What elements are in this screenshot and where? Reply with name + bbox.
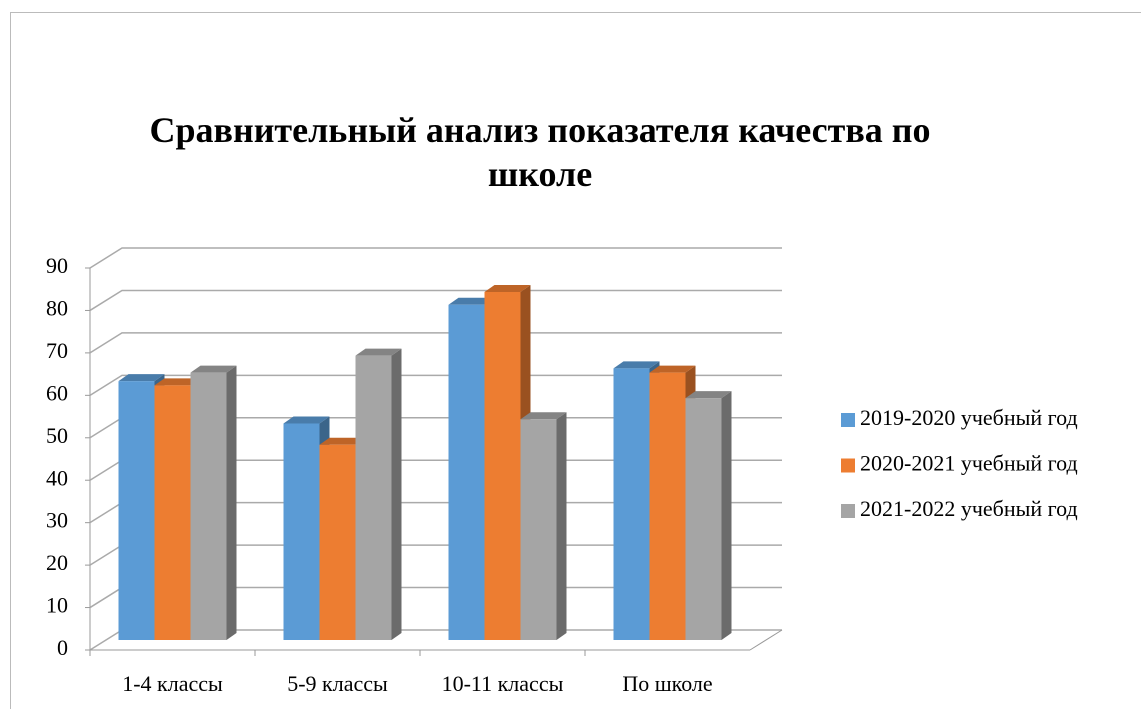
bar-top (190, 365, 237, 373)
bar-front (484, 291, 521, 640)
x-tick-label: 10-11 классы (442, 671, 564, 696)
floor-edge (749, 629, 783, 651)
y-tick-label: 90 (46, 253, 68, 278)
legend-swatch (841, 413, 855, 427)
bar-side (556, 412, 567, 640)
legend-label: 2021-2022 учебный год (860, 496, 1078, 521)
bar-top (649, 365, 696, 373)
bar-top (613, 361, 660, 369)
bar-top (154, 378, 201, 386)
bar (520, 412, 567, 640)
bar-front (613, 368, 650, 640)
legend-swatch (841, 458, 855, 473)
legend-swatch (841, 504, 855, 518)
y-tick-label: 30 (46, 508, 68, 533)
y-tick-label: 60 (46, 380, 68, 405)
bar-top (520, 412, 567, 420)
y-tick-label: 20 (46, 550, 68, 575)
bar (355, 348, 402, 640)
legend-label: 2019-2020 учебный год (860, 405, 1078, 430)
bar-top (484, 284, 531, 292)
chart-border (10, 12, 1141, 709)
legend-label: 2020-2021 учебный год (860, 451, 1078, 476)
bar (685, 391, 732, 640)
bar-front (154, 385, 191, 640)
bar-side (721, 391, 732, 640)
y-tick-label: 50 (46, 423, 68, 448)
bar-side (226, 365, 237, 640)
bar-front (520, 419, 557, 640)
bar-front (649, 372, 686, 640)
bar-top (448, 297, 495, 305)
bar-top (685, 391, 732, 399)
bar-front (118, 381, 155, 640)
bar-top (355, 348, 402, 356)
bar-top (118, 374, 165, 382)
grid-line (89, 289, 782, 312)
y-tick-label: 80 (46, 295, 68, 320)
bar-top (319, 437, 366, 445)
bar-front (685, 398, 722, 640)
bar-front (283, 423, 320, 640)
grid-line (89, 332, 782, 354)
y-tick-label: 0 (57, 635, 68, 660)
bar-front (448, 304, 485, 640)
bar (190, 365, 237, 640)
bar-front (190, 372, 227, 640)
chart-title: Сравнительный анализ показателя качества… (149, 110, 931, 194)
bar-front (319, 444, 356, 640)
grid-line (89, 374, 782, 396)
bar-top (283, 416, 330, 424)
y-tick-label: 70 (46, 338, 68, 363)
bar-front (355, 355, 392, 640)
x-tick-label: По школе (622, 671, 712, 696)
x-tick-label: 1-4 классы (122, 671, 223, 696)
y-tick-label: 40 (46, 465, 68, 490)
grid-line (89, 247, 782, 269)
bar-side (391, 348, 402, 640)
x-tick-label: 5-9 классы (287, 671, 388, 696)
y-tick-label: 10 (46, 593, 68, 618)
